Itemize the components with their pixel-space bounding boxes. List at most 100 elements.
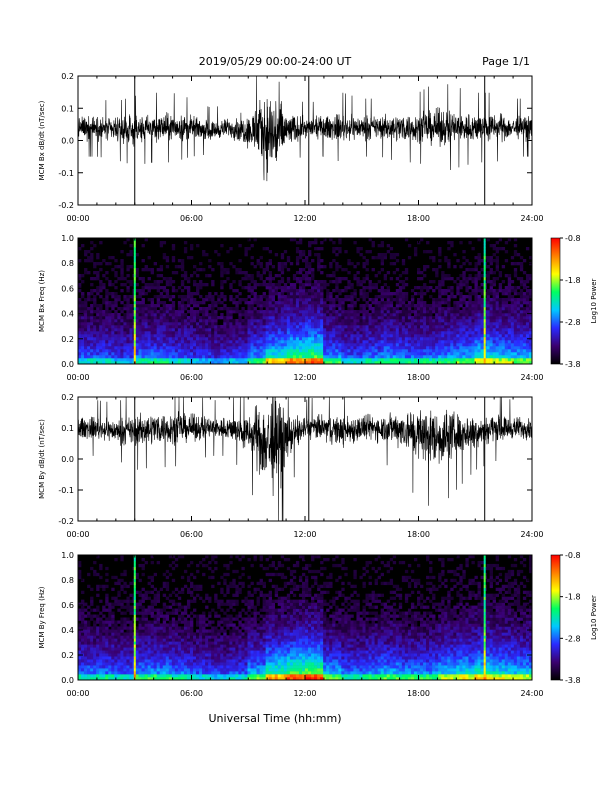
- heatmap-cell-1-119-22: [438, 295, 442, 299]
- heatmap-cell-1-113-15: [420, 316, 424, 320]
- heatmap-cell-1-15-19: [123, 304, 127, 308]
- heatmap-cell-1-144-2: [513, 355, 518, 359]
- heatmap-cell-1-59-7: [256, 340, 260, 344]
- heatmap-cell-3-4-10: [90, 647, 94, 651]
- heatmap-cell-1-60-5: [259, 346, 263, 350]
- heatmap-cell-3-4-2: [90, 671, 94, 675]
- heatmap-cell-1-73-0: [298, 361, 303, 365]
- heatmap-cell-1-136-21: [489, 298, 493, 302]
- heatmap-cell-1-2-30: [84, 271, 88, 275]
- heatmap-cell-3-0-15: [78, 632, 82, 636]
- heatmap-cell-3-1-22: [81, 611, 85, 615]
- heatmap-cell-1-121-24: [444, 289, 448, 293]
- heatmap-cell-1-111-2: [413, 355, 418, 359]
- heatmap-cell-1-32-11: [174, 328, 179, 332]
- heatmap-cell-1-129-5: [468, 346, 472, 350]
- heatmap-cell-1-85-33: [335, 262, 339, 266]
- heatmap-cell-1-102-14: [386, 319, 391, 323]
- heatmap-cell-1-87-6: [341, 343, 345, 347]
- heatmap-cell-1-144-36: [513, 253, 518, 257]
- heatmap-cell-1-69-28: [286, 277, 291, 281]
- heatmap-cell-1-25-7: [153, 340, 157, 344]
- heatmap-cell-1-29-19: [165, 304, 170, 308]
- heatmap-cell-1-42-12: [205, 325, 209, 329]
- heatmap-cell-1-62-31: [265, 268, 269, 272]
- heatmap-cell-1-46-1: [217, 358, 221, 362]
- heatmap-cell-1-144-3: [513, 352, 518, 356]
- heatmap-cell-3-8-31: [102, 584, 106, 589]
- heatmap-cell-1-66-2: [277, 355, 282, 359]
- heatmap-cell-1-45-37: [214, 250, 218, 254]
- heatmap-cell-1-63-5: [268, 346, 273, 350]
- heatmap-cell-1-101-6: [383, 343, 388, 347]
- heatmap-cell-1-122-34: [447, 259, 451, 263]
- heatmap-cell-1-70-23: [289, 292, 294, 296]
- heatmap-cell-1-101-35: [383, 256, 388, 260]
- heatmap-cell-1-21-11: [141, 328, 145, 332]
- heatmap-cell-1-109-17: [407, 310, 412, 314]
- heatmap-cell-1-60-0: [259, 361, 263, 365]
- heatmap-cell-1-12-4: [114, 349, 118, 353]
- heatmap-cell-1-139-24: [498, 289, 503, 293]
- heatmap-cell-1-95-12: [365, 325, 369, 329]
- heatmap-cell-1-108-0: [404, 361, 409, 365]
- heatmap-cell-1-135-17: [486, 310, 490, 314]
- heatmap-cell-3-14-11: [120, 644, 124, 648]
- heatmap-cell-1-146-19: [519, 304, 524, 308]
- heatmap-cell-1-50-9: [229, 334, 233, 338]
- heatmap-cell-1-76-21: [308, 298, 312, 302]
- heatmap-cell-1-25-26: [153, 283, 157, 287]
- heatmap-cell-1-31-5: [171, 346, 176, 350]
- heatmap-cell-1-87-17: [341, 310, 345, 314]
- heatmap-cell-1-32-13: [174, 322, 179, 326]
- heatmap-cell-1-86-5: [338, 346, 342, 350]
- heatmap-cell-1-115-3: [426, 352, 430, 356]
- heatmap-cell-1-38-23: [193, 292, 197, 296]
- heatmap-cell-1-129-29: [468, 274, 472, 278]
- heatmap-cell-1-126-27: [459, 280, 463, 284]
- heatmap-cell-1-56-1: [247, 358, 251, 362]
- heatmap-cell-1-128-12: [465, 325, 469, 329]
- heatmap-cell-1-67-18: [280, 307, 285, 311]
- heatmap-cell-1-57-1: [250, 358, 254, 362]
- heatmap-cell-1-144-12: [513, 325, 518, 329]
- heatmap-cell-1-111-12: [413, 325, 418, 329]
- heatmap-cell-1-9-30: [105, 271, 109, 275]
- heatmap-cell-1-92-10: [356, 331, 360, 335]
- heatmap-cell-1-114-9: [423, 334, 427, 338]
- heatmap-cell-1-66-15: [277, 316, 282, 320]
- heatmap-cell-1-139-38: [498, 247, 503, 251]
- heatmap-cell-1-97-16: [371, 313, 375, 317]
- heatmap-cell-1-61-2: [262, 355, 266, 359]
- heatmap-cell-1-111-6: [413, 343, 418, 347]
- heatmap-cell-1-112-6: [416, 343, 421, 347]
- heatmap-cell-1-12-27: [114, 280, 118, 284]
- heatmap-cell-1-69-6: [286, 343, 291, 347]
- heatmap-cell-1-54-25: [241, 286, 245, 290]
- heatmap-cell-1-35-19: [183, 304, 188, 308]
- heatmap-cell-1-2-0: [84, 361, 88, 365]
- heatmap-cell-1-52-30: [235, 271, 239, 275]
- heatmap-cell-1-59-4: [256, 349, 260, 353]
- heatmap-cell-1-147-21: [522, 298, 527, 302]
- heatmap-cell-1-78-24: [314, 289, 318, 293]
- heatmap-cell-3-8-0: [102, 677, 106, 681]
- heatmap-cell-1-56-9: [247, 334, 251, 338]
- heatmap-cell-1-105-26: [395, 283, 400, 287]
- heatmap-cell-1-122-40: [447, 241, 451, 245]
- heatmap-cell-1-35-40: [183, 241, 188, 245]
- heatmap-cell-1-145-25: [516, 286, 521, 290]
- heatmap-cell-1-124-3: [453, 352, 457, 356]
- heatmap-cell-1-70-8: [289, 337, 294, 341]
- heatmap-cell-1-27-0: [159, 361, 164, 365]
- heatmap-cell-1-60-32: [259, 265, 263, 269]
- heatmap-cell-1-90-13: [350, 322, 354, 326]
- heatmap-cell-1-27-22: [159, 295, 164, 299]
- heatmap-cell-1-86-41: [338, 238, 342, 242]
- heatmap-cell-1-49-16: [226, 313, 230, 317]
- heatmap-cell-3-4-17: [90, 626, 94, 630]
- heatmap-cell-1-127-17: [462, 310, 466, 314]
- heatmap-cell-1-68-14: [283, 319, 288, 323]
- heatmap-cell-1-141-25: [504, 286, 509, 290]
- heatmap-cell-3-1-29: [81, 590, 85, 594]
